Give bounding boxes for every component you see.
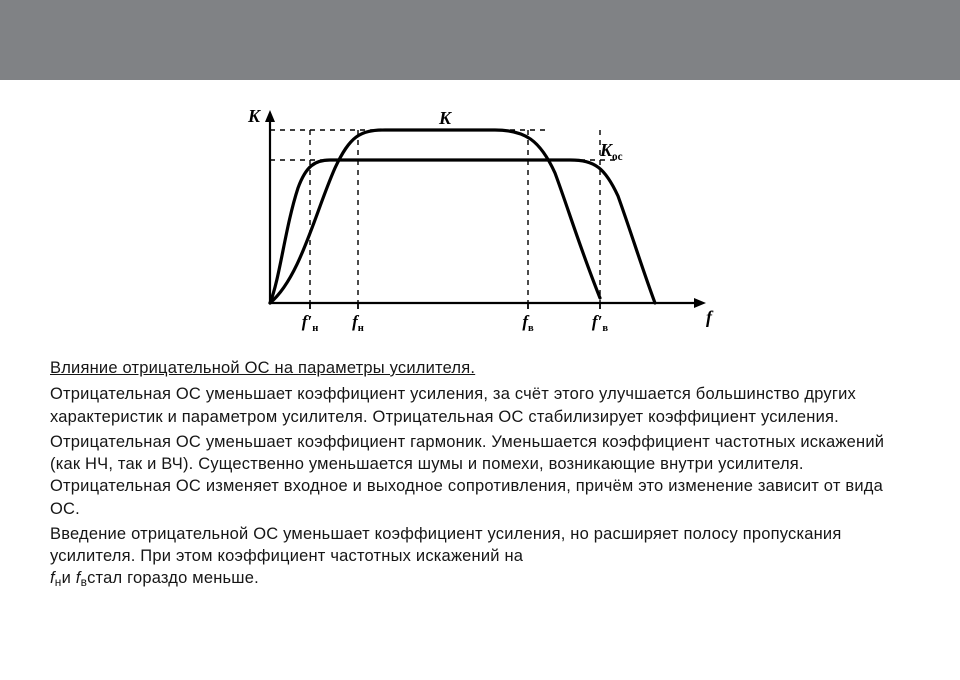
p3-part-a: Введение отрицательной ОС уменьшает коэф…: [50, 525, 842, 565]
p3-sub1: н: [55, 575, 62, 589]
svg-text:fн: fн: [352, 312, 364, 334]
frequency-response-chart: Kf K Kос f′н fн fв f′в: [240, 108, 720, 343]
svg-text:f′н: f′н: [302, 312, 319, 334]
p3-mid: и: [62, 569, 76, 587]
page-content: Kf K Kос f′н fн fв f′в Влияние отрицательной О…: [0, 80, 960, 590]
section-title: Влияние отрицательной ОС на параметры ус…: [50, 357, 910, 379]
svg-text:f′в: f′в: [592, 312, 608, 334]
paragraph-1: Отрицательная ОС уменьшает коэффициент у…: [50, 383, 910, 428]
svg-text:fв: fв: [522, 312, 534, 334]
svg-text:K: K: [247, 108, 262, 126]
p3-part-b: стал гораздо меньше.: [87, 569, 259, 587]
header-bar: [0, 0, 960, 80]
paragraph-3: Введение отрицательной ОС уменьшает коэф…: [50, 523, 910, 591]
paragraph-2: Отрицательная ОС уменьшает коэффициент г…: [50, 431, 910, 520]
chart-region: Kf K Kос f′н fн fв f′в: [50, 108, 910, 343]
svg-text:Kос: Kос: [599, 140, 623, 163]
svg-text:K: K: [438, 108, 453, 128]
svg-text:f: f: [706, 307, 714, 327]
